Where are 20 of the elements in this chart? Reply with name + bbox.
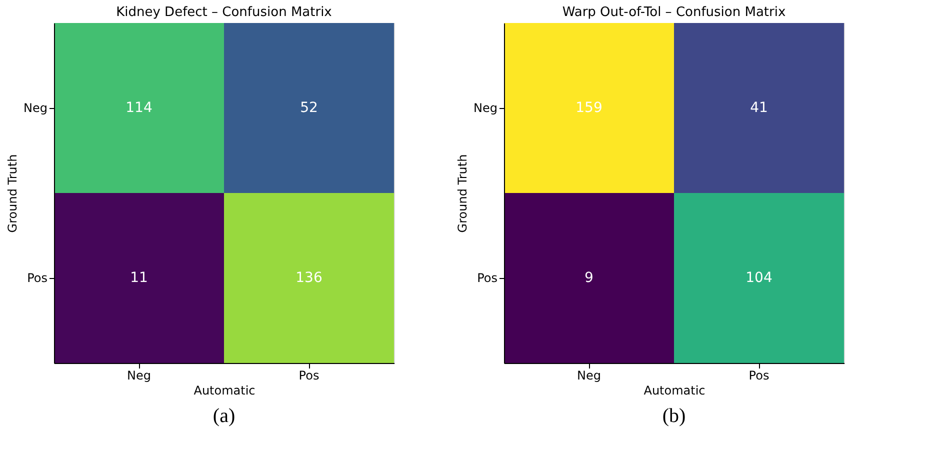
x-tick-label: Pos	[298, 368, 320, 382]
y-axis-title: Ground Truth	[6, 154, 20, 233]
data-label: 136	[296, 270, 322, 286]
x-tick-label: Neg	[577, 368, 601, 382]
x-axis-title: Automatic	[194, 384, 256, 398]
x-tick-label: Pos	[748, 368, 770, 382]
chart-title: Warp Out-of-Tol – Confusion Matrix	[562, 5, 786, 20]
chart-title: Kidney Defect – Confusion Matrix	[116, 5, 332, 20]
data-label: 11	[130, 270, 148, 286]
data-label: 41	[750, 100, 768, 116]
text: (b)	[662, 405, 686, 427]
text: (a)	[212, 405, 236, 427]
data-label: 104	[746, 270, 772, 286]
data-label: 159	[576, 100, 602, 116]
data-label: 114	[126, 100, 152, 116]
data-label: 52	[300, 100, 318, 116]
y-axis-title: Ground Truth	[456, 154, 470, 233]
data-label: 9	[584, 270, 594, 286]
x-tick-label: Neg	[127, 368, 151, 382]
x-axis-title: Automatic	[644, 384, 706, 398]
